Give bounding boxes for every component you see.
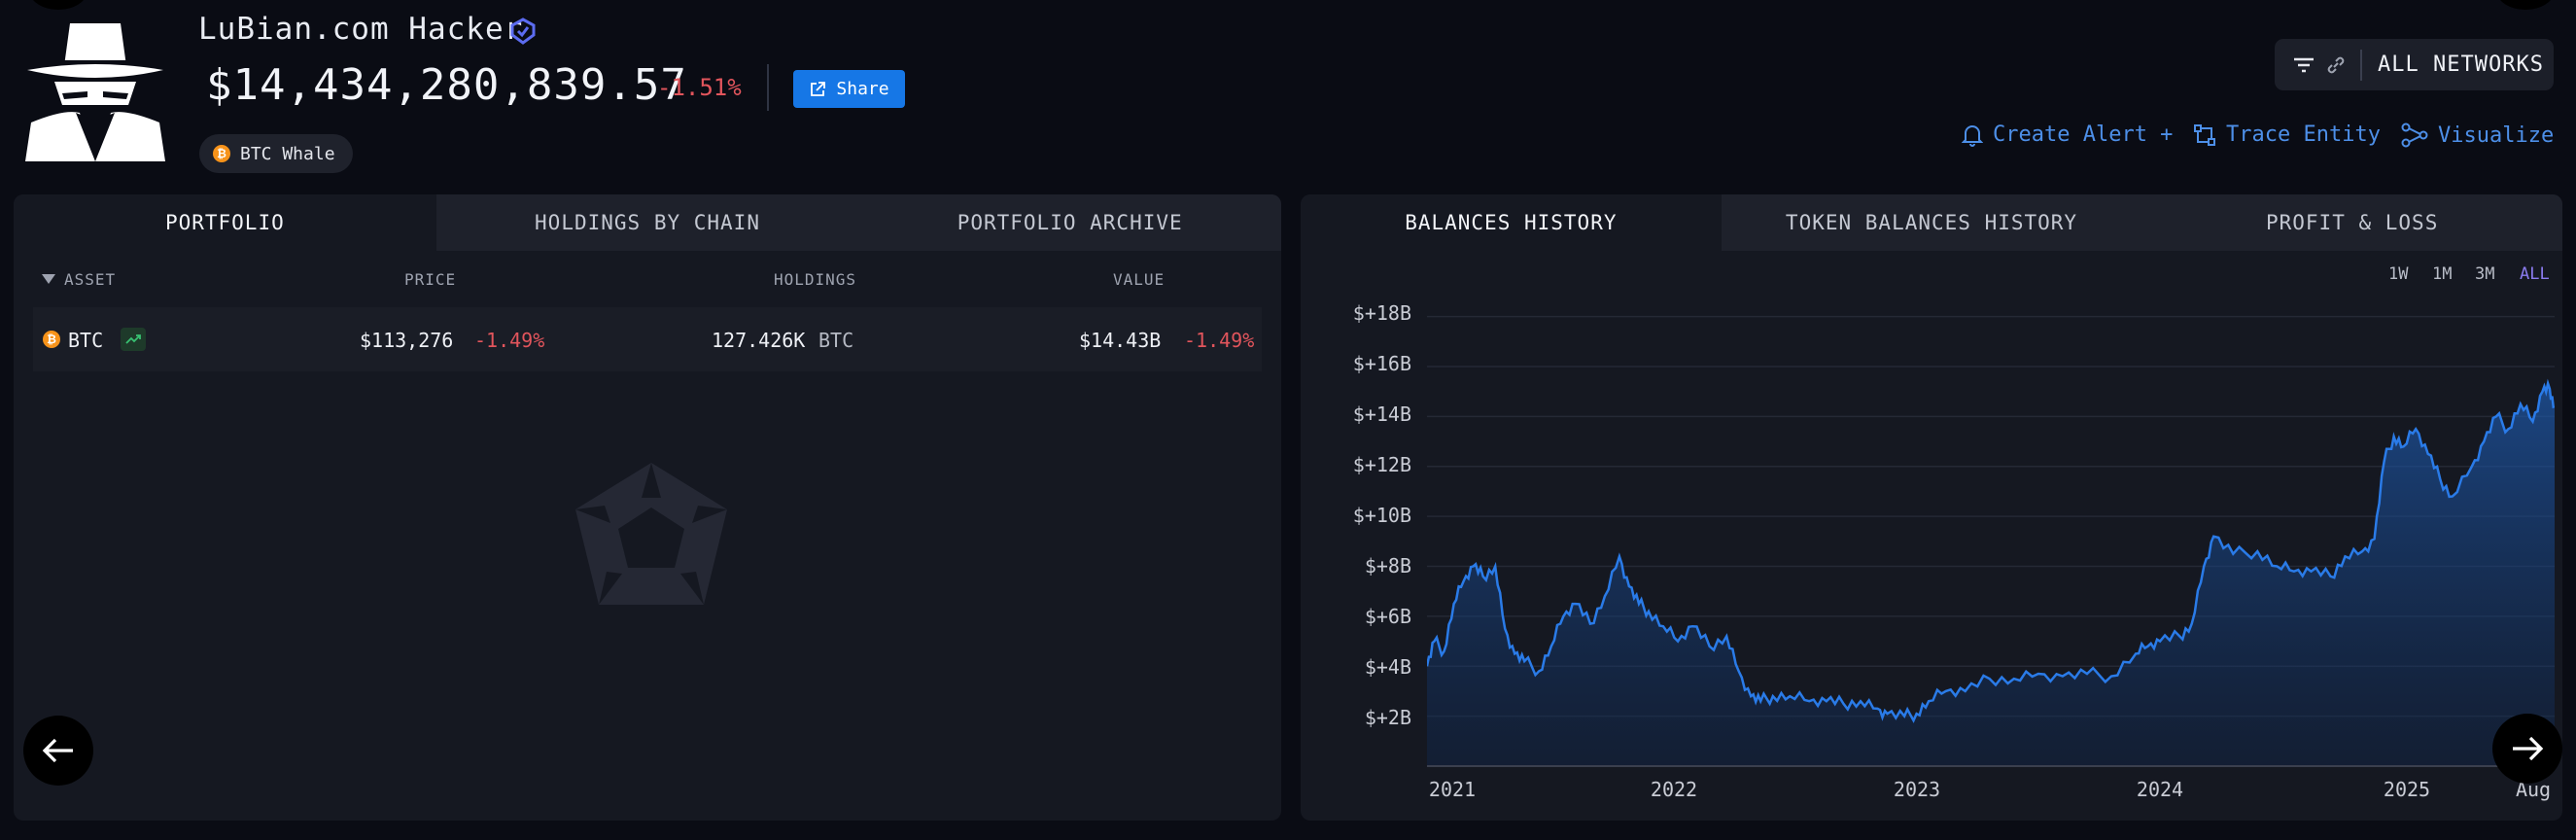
trending-up-icon [121,328,146,351]
y-tick-label: $+10B [1352,504,1411,527]
row-holdings: 127.426K [712,329,806,352]
range-all[interactable]: ALL [2520,264,2550,284]
tab-balances-history[interactable]: BALANCES HISTORY [1301,194,1722,251]
bitcoin-icon: ₿ [43,331,60,348]
arkham-watermark-logo [575,463,727,605]
entity-balance: $14,434,280,839.57 [206,60,687,110]
trace-icon [2194,123,2215,146]
y-tick-label: $+16B [1352,352,1411,375]
row-price-change: -1.49% [474,329,545,352]
x-tick-label: 2022 [1650,778,1698,801]
trace-entity-label: Trace Entity [2226,122,2381,147]
entity-name: LuBian.com Hacker [198,12,524,47]
y-tick-label: $+14B [1352,402,1411,426]
col-price[interactable]: PRICE [404,270,457,289]
y-tick-label: $+6B [1364,605,1411,628]
history-tabs: BALANCES HISTORY TOKEN BALANCES HISTORY … [1301,194,2562,251]
network-label: ALL NETWORKS [2378,52,2544,77]
trace-entity-button[interactable]: Trace Entity [2193,122,2381,147]
range-3m[interactable]: 3M [2475,264,2495,284]
row-asset[interactable]: BTC [68,329,104,352]
bitcoin-icon: ₿ [213,145,230,162]
y-tick-label: $+4B [1364,655,1411,679]
create-alert-button[interactable]: Create Alert + [1962,122,2173,147]
verified-badge-icon [510,18,536,45]
tab-portfolio[interactable]: PORTFOLIO [14,194,436,251]
balance-change: -1.51% [657,74,742,101]
y-tick-label: $+12B [1352,453,1411,476]
top-right-scroll-dot [2496,0,2555,10]
x-tick-label: 2025 [2383,778,2431,801]
header-divider [767,64,769,111]
entity-tag[interactable]: ₿ BTC Whale [199,134,353,173]
row-value: $14.43B [1079,329,1162,352]
tab-profit-and-loss[interactable]: PROFIT & LOSS [2141,194,2562,251]
col-holdings[interactable]: HOLDINGS [774,270,857,289]
tag-label: BTC Whale [240,143,335,164]
share-label: Share [836,79,889,99]
tab-token-balances-history[interactable]: TOKEN BALANCES HISTORY [1721,194,2142,251]
external-link-icon [811,81,826,96]
network-filter-divider [2360,49,2362,81]
prev-arrow-button[interactable] [23,716,93,786]
share-button[interactable]: Share [793,70,905,108]
y-tick-label: $+2B [1364,706,1411,729]
balance-area [1427,383,2555,766]
graph-nodes-icon [2401,122,2428,148]
tab-portfolio-archive[interactable]: PORTFOLIO ARCHIVE [858,194,1281,251]
link-icon[interactable] [2325,54,2347,76]
sort-desc-icon[interactable] [41,273,56,285]
entity-avatar [25,23,165,161]
range-1w[interactable]: 1W [2388,264,2409,284]
top-left-scroll-dot [29,0,87,10]
col-value[interactable]: VALUE [1113,270,1166,289]
x-tick-label: 2024 [2136,778,2184,801]
filter-icon[interactable] [2292,55,2315,75]
network-filter[interactable]: ALL NETWORKS [2275,39,2554,90]
bell-icon [1962,124,1983,147]
row-holdings-unit: BTC [818,329,854,352]
balance-line [1427,378,2555,723]
portfolio-tabs: PORTFOLIO HOLDINGS BY CHAIN PORTFOLIO AR… [14,194,1281,251]
arrow-right-icon [2513,736,2544,761]
portfolio-panel: PORTFOLIO HOLDINGS BY CHAIN PORTFOLIO AR… [14,194,1281,821]
arrow-left-icon [42,738,73,763]
row-value-change: -1.49% [1184,329,1255,352]
create-alert-label: Create Alert + [1993,122,2174,147]
x-tick-label: 2023 [1893,778,1941,801]
table-row[interactable] [33,307,1262,371]
range-1m[interactable]: 1M [2432,264,2453,284]
visualize-button[interactable]: Visualize [2401,122,2554,148]
row-price: $113,276 [360,329,454,352]
next-arrow-button[interactable] [2492,714,2562,784]
visualize-label: Visualize [2438,122,2555,148]
balances-history-chart[interactable] [1427,292,2555,770]
y-tick-label: $+8B [1364,554,1411,578]
y-tick-label: $+18B [1352,301,1411,325]
col-asset[interactable]: ASSET [64,270,117,289]
tab-holdings-by-chain[interactable]: HOLDINGS BY CHAIN [435,194,859,251]
x-tick-label: 2021 [1428,778,1477,801]
